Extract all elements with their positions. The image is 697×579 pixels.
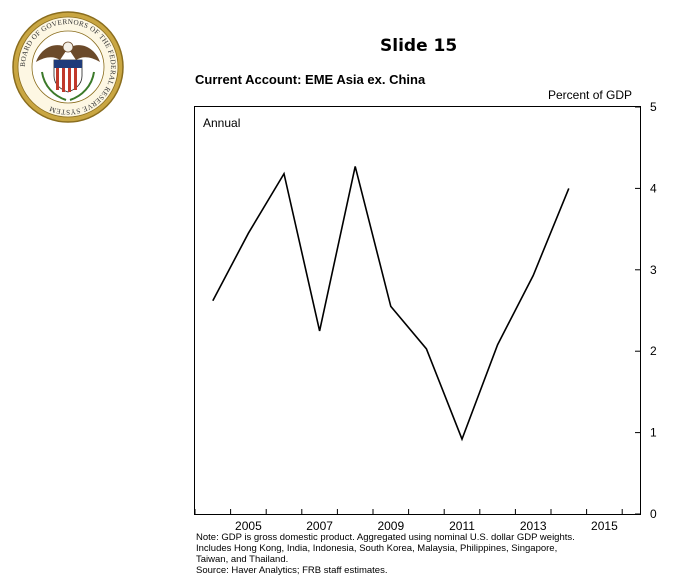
x-tick-label: 2015 [591, 519, 618, 533]
frequency-label: Annual [203, 116, 240, 130]
x-tick-label: 2005 [235, 519, 262, 533]
x-tick-label: 2013 [520, 519, 547, 533]
y-tick-label: 3 [650, 263, 657, 277]
note-line: Taiwan, and Thailand. [196, 554, 289, 565]
y-tick-label: 1 [650, 426, 657, 440]
plot-frame [194, 106, 641, 515]
chart-title: Current Account: EME Asia ex. China [195, 72, 426, 87]
y-tick-label: 0 [650, 507, 657, 521]
slide-title: Slide 15 [380, 36, 458, 56]
source-line: Source: Haver Analytics; FRB staff estim… [196, 565, 388, 576]
y-axis-unit-label: Percent of GDP [548, 88, 633, 102]
y-tick-label: 5 [650, 100, 657, 114]
y-tick-label: 4 [650, 181, 657, 195]
x-tick-label: 2007 [306, 519, 333, 533]
x-tick-label: 2009 [377, 519, 404, 533]
y-tick-label: 2 [650, 344, 657, 358]
note-line: Includes Hong Kong, India, Indonesia, So… [196, 543, 558, 554]
x-axis: 2005 2007 2009 2011 2013 2015 [194, 509, 623, 533]
series-line [212, 166, 570, 442]
note-line: Note: GDP is gross domestic product. Agg… [196, 532, 575, 543]
series-group [212, 166, 570, 442]
x-tick-label: 2011 [449, 519, 475, 533]
federal-reserve-seal: BOARD OF GOVERNORS OF THE FEDERAL RESERV… [12, 11, 124, 123]
chart-notes: Note: GDP is gross domestic product. Agg… [196, 532, 636, 576]
y-axis: 0 1 2 3 4 5 [635, 100, 657, 521]
